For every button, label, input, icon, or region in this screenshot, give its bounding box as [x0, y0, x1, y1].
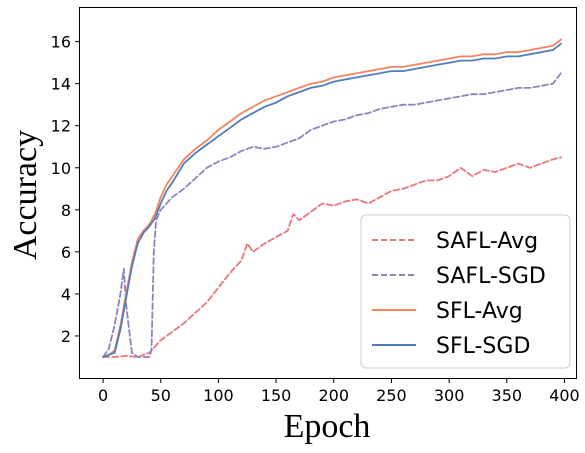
- x-tick-label: 150: [261, 386, 292, 405]
- y-tick-label: 16: [51, 33, 71, 52]
- y-tick-label: 8: [61, 201, 71, 220]
- y-axis-ticks: 2 4 6 8 10 12 14 16: [51, 33, 80, 346]
- legend-box: [360, 214, 571, 369]
- y-axis-title: Accuracy: [7, 130, 44, 260]
- x-tick-label: 50: [151, 386, 171, 405]
- series-line-safl-avg: [102, 156, 562, 358]
- legend-label-sfl-avg: SFL-Avg: [436, 299, 523, 324]
- y-tick-label: 4: [61, 285, 71, 304]
- x-axis-ticks: 0 50 100 150 200 250 300 350 400: [98, 378, 580, 405]
- y-tick-label: 14: [51, 75, 71, 94]
- x-tick-label: 0: [98, 386, 108, 405]
- x-tick-label: 350: [492, 386, 523, 405]
- x-tick-label: 300: [434, 386, 465, 405]
- y-tick-label: 12: [51, 117, 71, 136]
- series-line-sfl-sgd: [102, 42, 562, 358]
- y-tick-label: 2: [61, 327, 71, 346]
- y-tick-label: 10: [51, 159, 71, 178]
- x-axis-title: Epoch: [284, 408, 371, 445]
- plot-frame: [79, 7, 577, 379]
- legend-label-safl-avg: SAFL-Avg: [436, 229, 538, 254]
- y-tick-label: 6: [61, 243, 71, 262]
- x-tick-label: 250: [376, 386, 407, 405]
- legend-items: SAFL-Avg SAFL-SGD SFL-Avg SFL-SGD: [372, 229, 546, 359]
- series-line-safl-sgd: [102, 72, 562, 358]
- series-line-sfl-avg: [102, 38, 562, 358]
- x-tick-label: 100: [203, 386, 234, 405]
- legend: SAFL-Avg SAFL-SGD SFL-Avg SFL-SGD: [360, 214, 571, 369]
- x-tick-label: 200: [318, 386, 349, 405]
- series-layer: [102, 38, 562, 358]
- x-tick-label: 400: [549, 386, 580, 405]
- legend-label-sfl-sgd: SFL-SGD: [436, 334, 530, 359]
- legend-label-safl-sgd: SAFL-SGD: [436, 264, 546, 289]
